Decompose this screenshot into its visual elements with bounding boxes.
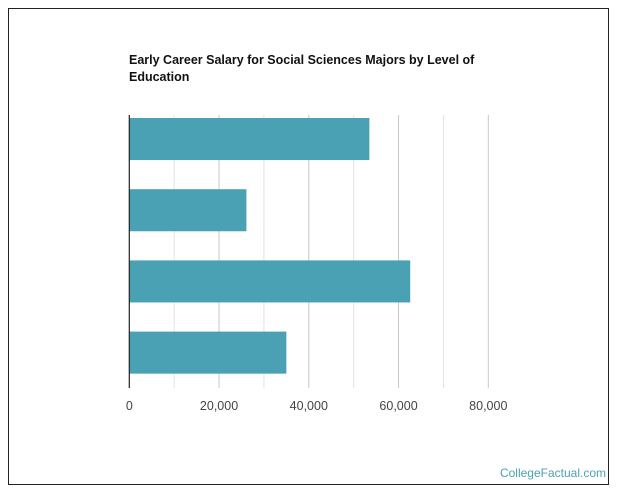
bar: [129, 260, 411, 303]
chart-frame: [8, 8, 609, 485]
bar: [129, 189, 247, 232]
chart-title: Early Career Salary for Social Sciences …: [129, 53, 475, 84]
x-tick-label: 40,000: [290, 399, 328, 413]
x-tick-label: 20,000: [200, 399, 238, 413]
x-tick-label: 80,000: [469, 399, 507, 413]
bar: [129, 331, 287, 374]
x-tick-label: 0: [126, 399, 133, 413]
credit-link[interactable]: CollegeFactual.com: [499, 466, 606, 480]
x-tick-label: 60,000: [379, 399, 417, 413]
bar: [129, 118, 370, 161]
